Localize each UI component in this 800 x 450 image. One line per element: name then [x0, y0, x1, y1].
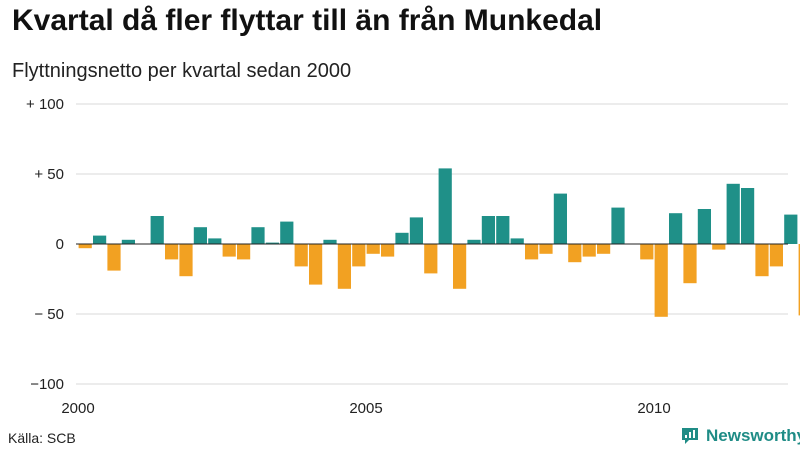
bar [165, 244, 179, 260]
bar [553, 193, 567, 244]
bar [654, 244, 668, 317]
bar [683, 244, 697, 284]
bar [669, 213, 683, 244]
bar [409, 217, 423, 244]
bar [237, 244, 251, 260]
brand-name: Newsworthy [706, 426, 800, 445]
bar [337, 244, 351, 289]
x-axis-ticks: 20002005201020152020 [61, 400, 670, 417]
bar [280, 221, 294, 244]
bar [525, 244, 539, 260]
bar [78, 244, 92, 249]
bar [769, 244, 783, 267]
bar [323, 239, 337, 244]
bar [352, 244, 366, 267]
x-tick-label: 2005 [349, 400, 382, 417]
y-tick-label: −100 [30, 376, 64, 393]
bar [481, 216, 495, 244]
bar [121, 239, 135, 244]
bar [179, 244, 193, 277]
bar [424, 244, 438, 274]
bar [726, 183, 740, 244]
bar [309, 244, 323, 285]
bar [582, 244, 596, 257]
bar [798, 244, 800, 316]
bar [251, 227, 265, 244]
bar [568, 244, 582, 263]
bar [208, 238, 222, 244]
bar [697, 209, 711, 244]
bar [467, 239, 481, 244]
bar [741, 188, 755, 244]
x-tick-label: 2000 [61, 400, 94, 417]
source-note: Källa: SCB [8, 430, 76, 446]
brand-logo[interactable]: Newsworthy [680, 426, 800, 446]
bar [510, 238, 524, 244]
net-migration-bar-chart: + 100+ 500− 50−100 20002005201020152020 [26, 96, 800, 417]
y-tick-label: + 50 [34, 166, 64, 183]
y-axis-ticks: + 100 + 50 0 − 50 −100 [26, 96, 64, 393]
bar [453, 244, 467, 289]
bar [93, 235, 107, 244]
bar [222, 244, 236, 257]
newsworthy-logo-icon [682, 428, 698, 444]
bar [107, 244, 121, 271]
y-tick-label: − 50 [34, 306, 64, 323]
bar [496, 216, 510, 244]
bar [395, 232, 409, 244]
bar [193, 227, 207, 244]
bar [597, 244, 611, 254]
bar [640, 244, 654, 260]
x-tick-label: 2010 [637, 400, 670, 417]
chart-subtitle: Flyttningsnetto per kvartal sedan 2000 [12, 60, 352, 82]
bar [539, 244, 553, 254]
y-tick-label: + 100 [26, 96, 64, 113]
chart-title: Kvartal då fler flyttar till än från Mun… [12, 4, 603, 37]
y-tick-label: 0 [56, 236, 64, 253]
bar [712, 244, 726, 250]
bar [381, 244, 395, 257]
bar [784, 214, 798, 244]
bars [78, 168, 800, 317]
bar [611, 207, 625, 244]
bar [150, 216, 164, 244]
bar [438, 168, 452, 244]
bar [366, 244, 380, 254]
gridlines [76, 103, 788, 385]
bar [265, 242, 279, 244]
bar [294, 244, 308, 267]
bar [755, 244, 769, 277]
